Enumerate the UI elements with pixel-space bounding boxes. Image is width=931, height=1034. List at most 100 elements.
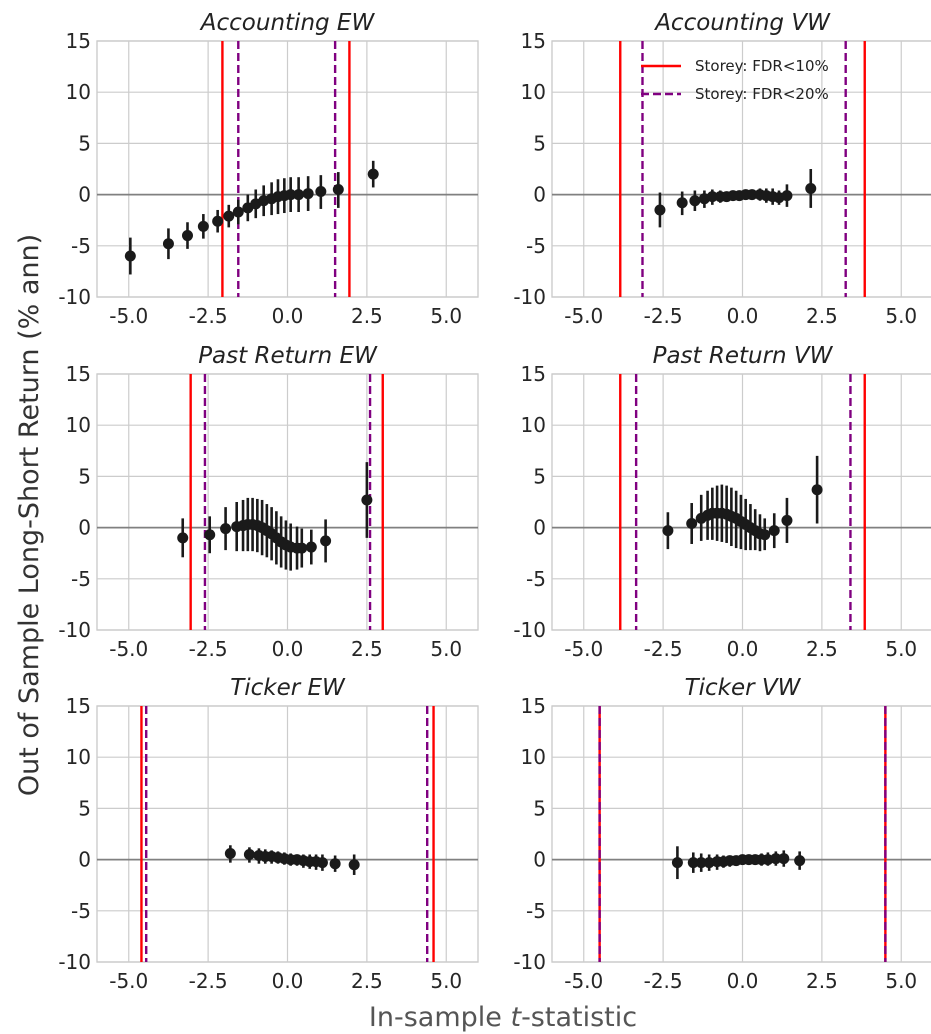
subplot-title: Accounting VW xyxy=(653,10,831,36)
x-tick-label: 0.0 xyxy=(727,969,759,993)
x-tick-label: 2.5 xyxy=(351,637,383,661)
y-tick-label: 0 xyxy=(533,516,546,540)
point-marker xyxy=(348,859,360,871)
x-tick-label: -2.5 xyxy=(189,637,228,661)
point-marker xyxy=(320,535,332,547)
y-tick-label: 15 xyxy=(66,29,91,53)
point-marker xyxy=(686,518,698,530)
subplot-title: Ticker VW xyxy=(685,675,802,701)
plot-frame xyxy=(96,705,479,963)
point-marker xyxy=(689,195,701,207)
data-point xyxy=(361,462,373,538)
subplot-title: Past Return EW xyxy=(198,343,378,369)
point-marker xyxy=(361,494,373,506)
point-marker xyxy=(285,189,297,201)
point-marker xyxy=(329,858,341,870)
plot-frame xyxy=(551,373,931,631)
plot-frame xyxy=(551,705,931,963)
x-tick-label: -2.5 xyxy=(644,969,683,993)
legend-label: Storey: FDR<20% xyxy=(695,85,829,103)
point-marker xyxy=(224,847,236,859)
data-point xyxy=(181,222,193,249)
x-tick-label: 5.0 xyxy=(885,969,917,993)
point-marker xyxy=(676,197,688,209)
data-point xyxy=(204,516,216,554)
data-point xyxy=(770,851,782,866)
point-marker xyxy=(811,484,823,496)
y-axis-label: Out of Sample Long-Short Return (% ann) xyxy=(14,234,45,796)
point-marker xyxy=(671,857,683,869)
point-marker xyxy=(197,220,209,232)
x-tick-label: 5.0 xyxy=(430,969,462,993)
point-marker xyxy=(243,848,255,860)
point-marker xyxy=(232,206,244,218)
y-tick-label: 15 xyxy=(521,362,546,386)
y-tick-label: 5 xyxy=(78,796,91,820)
data-point xyxy=(781,184,793,207)
data-point xyxy=(197,214,209,239)
point-marker xyxy=(746,189,758,201)
point-marker xyxy=(302,188,314,200)
x-tick-label: -5.0 xyxy=(564,637,603,661)
data-point xyxy=(320,519,332,563)
x-tick-label: -2.5 xyxy=(189,969,228,993)
y-tick-label: 0 xyxy=(78,848,91,872)
point-marker xyxy=(305,541,317,553)
point-marker xyxy=(220,523,232,535)
y-tick-label: 10 xyxy=(66,745,91,769)
subplot: -5.0 -2.5 0.0 2.5 5.0 -10 -5 0 5 10 15 Accounting V… xyxy=(513,10,931,328)
point-marker xyxy=(654,204,666,216)
y-tick-label: -5 xyxy=(526,234,546,258)
point-marker xyxy=(162,238,174,250)
x-axis-label-post: -statistic xyxy=(521,1002,637,1033)
x-tick-label: 0.0 xyxy=(272,304,304,328)
data-point xyxy=(794,851,806,870)
point-marker xyxy=(367,168,379,180)
y-tick-label: 0 xyxy=(533,183,546,207)
y-tick-label: 10 xyxy=(66,413,91,437)
y-tick-label: -10 xyxy=(58,285,91,309)
point-marker xyxy=(315,186,327,198)
panels: -5.0 -2.5 0.0 2.5 5.0 -10 -5 0 5 10 15 Accounting E… xyxy=(58,10,931,993)
x-tick-label: -2.5 xyxy=(644,304,683,328)
legend-label: Storey: FDR<10% xyxy=(695,57,829,75)
y-tick-label: 5 xyxy=(78,131,91,155)
x-tick-label: 2.5 xyxy=(806,969,838,993)
data-point xyxy=(232,199,244,225)
x-tick-label: 2.5 xyxy=(806,304,838,328)
y-tick-label: 10 xyxy=(521,745,546,769)
data-point xyxy=(296,528,308,568)
point-marker xyxy=(181,230,193,242)
data-point xyxy=(224,845,236,863)
y-tick-label: 5 xyxy=(533,131,546,155)
data-point xyxy=(689,190,701,211)
y-tick-label: -10 xyxy=(513,950,546,974)
x-tick-label: 0.0 xyxy=(727,304,759,328)
data-point xyxy=(654,192,666,228)
point-marker xyxy=(177,532,189,544)
x-tick-label: 5.0 xyxy=(430,304,462,328)
subplot: -5.0 -2.5 0.0 2.5 5.0 -10 -5 0 5 10 15 Ticker VW xyxy=(513,675,931,993)
y-tick-label: -10 xyxy=(513,618,546,642)
x-tick-label: 0.0 xyxy=(272,637,304,661)
point-marker xyxy=(223,210,235,222)
data-point xyxy=(759,518,771,551)
data-point xyxy=(662,512,674,550)
data-point xyxy=(778,850,790,867)
x-tick-label: 5.0 xyxy=(885,637,917,661)
legend-entry: Storey: FDR<20% xyxy=(641,85,829,103)
x-tick-label: 0.0 xyxy=(727,637,759,661)
x-tick-label: 2.5 xyxy=(351,969,383,993)
y-tick-label: -5 xyxy=(526,567,546,591)
point-marker xyxy=(695,857,707,869)
data-point xyxy=(302,176,314,211)
data-point xyxy=(805,169,817,208)
data-point xyxy=(367,160,379,188)
subplot: -5.0 -2.5 0.0 2.5 5.0 -10 -5 0 5 10 15 Ticker EW xyxy=(58,675,479,993)
data-point xyxy=(242,194,254,222)
x-tick-label: 2.5 xyxy=(351,304,383,328)
x-tick-label: -5.0 xyxy=(109,969,148,993)
data-point xyxy=(220,507,232,551)
point-marker xyxy=(805,182,817,194)
